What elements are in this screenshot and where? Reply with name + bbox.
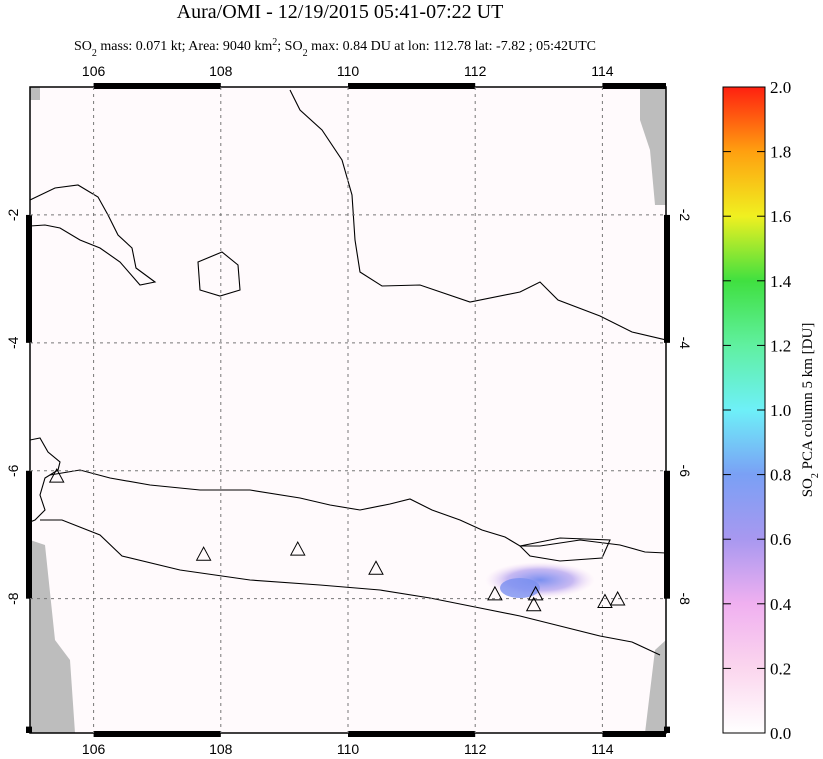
so2-cloud [500, 578, 540, 598]
coastline [197, 251, 241, 297]
colorbar-tick-label: 0.8 [770, 466, 791, 485]
frame-bar [602, 83, 666, 89]
colorbar-tick-label: 1.8 [770, 143, 791, 162]
x-tick-label: 106 [82, 63, 106, 79]
colorbar-tick-label: 1.4 [770, 272, 792, 291]
volcano [195, 546, 212, 561]
y-tick-label: -6 [677, 465, 693, 478]
text-part: mass: 0.071 kt; Area: 9040 km [97, 39, 272, 54]
text-part: ; SO [277, 39, 302, 54]
subscript: 2 [92, 48, 97, 59]
y-tick-label: -2 [677, 209, 693, 222]
frame-bar [93, 731, 221, 737]
y-tick-label: -2 [5, 208, 21, 221]
colorbar-tick-label: 0.4 [770, 595, 792, 614]
frame-bar [664, 726, 670, 733]
y-tick-label: -6 [5, 464, 21, 477]
colorbar-tick-label: 1.6 [770, 207, 791, 226]
volcano [289, 541, 306, 556]
x-tick-label: 112 [464, 741, 487, 757]
frame-bar [348, 731, 476, 737]
volcano [609, 590, 626, 606]
subscript: 2 [810, 473, 821, 478]
subscript: 2 [272, 37, 277, 48]
y-tick-label: -8 [677, 592, 693, 605]
volcano [527, 585, 544, 601]
x-tick-label: 106 [82, 741, 106, 757]
frame-bar [348, 83, 476, 89]
colorbar-tick-label: 2.0 [770, 78, 791, 97]
title: Aura/OMI - 12/19/2015 05:41-07:22 UT [177, 1, 504, 23]
frame-bar [664, 470, 670, 599]
x-tick-label: 114 [591, 63, 614, 79]
volcano [48, 468, 65, 483]
colorbar-tick-label: 0.6 [770, 530, 791, 549]
x-tick-label: 112 [464, 63, 487, 79]
volcano [368, 560, 384, 575]
frame-bar [602, 731, 666, 737]
colorbar-tick-label: 1.0 [770, 401, 791, 420]
frame-bar [26, 214, 32, 343]
coastline [40, 519, 661, 656]
colorbar-tick-label: 1.2 [770, 336, 791, 355]
x-tick-label: 108 [209, 63, 233, 79]
y-tick-label: -4 [5, 336, 21, 349]
text-part: SO [800, 478, 816, 497]
coastline [30, 184, 157, 286]
subtitle: SO2 mass: 0.071 kt; Area: 9040 km2; SO2 … [74, 37, 596, 59]
frame-bar [26, 470, 32, 599]
text-part: SO [74, 39, 92, 54]
subscript: 2 [303, 48, 308, 59]
coastline [30, 437, 61, 523]
colorbar-label: SO2 PCA column 5 km [DU] [800, 323, 821, 498]
y-tick-label: -4 [677, 337, 693, 350]
colorbar-tick-label: 0.2 [770, 659, 791, 678]
coastline [289, 89, 666, 341]
x-tick-label: 110 [337, 63, 360, 79]
so2-cloud [485, 562, 595, 598]
volcano [597, 593, 613, 609]
colorbar-tick-label: 0.0 [770, 724, 791, 743]
coastline [49, 469, 666, 554]
frame-bar [93, 83, 221, 89]
text-part: max: 0.84 DU at lon: 112.78 lat: -7.82 ;… [308, 39, 596, 54]
volcano [487, 585, 503, 601]
text-part: PCA column 5 km [DU] [800, 323, 816, 473]
frame-bar [664, 214, 670, 343]
frame-bar [26, 726, 32, 733]
x-tick-label: 108 [209, 741, 233, 757]
volcano [525, 596, 542, 612]
x-tick-label: 110 [337, 741, 360, 757]
y-tick-label: -8 [5, 592, 21, 605]
x-tick-label: 114 [591, 741, 614, 757]
